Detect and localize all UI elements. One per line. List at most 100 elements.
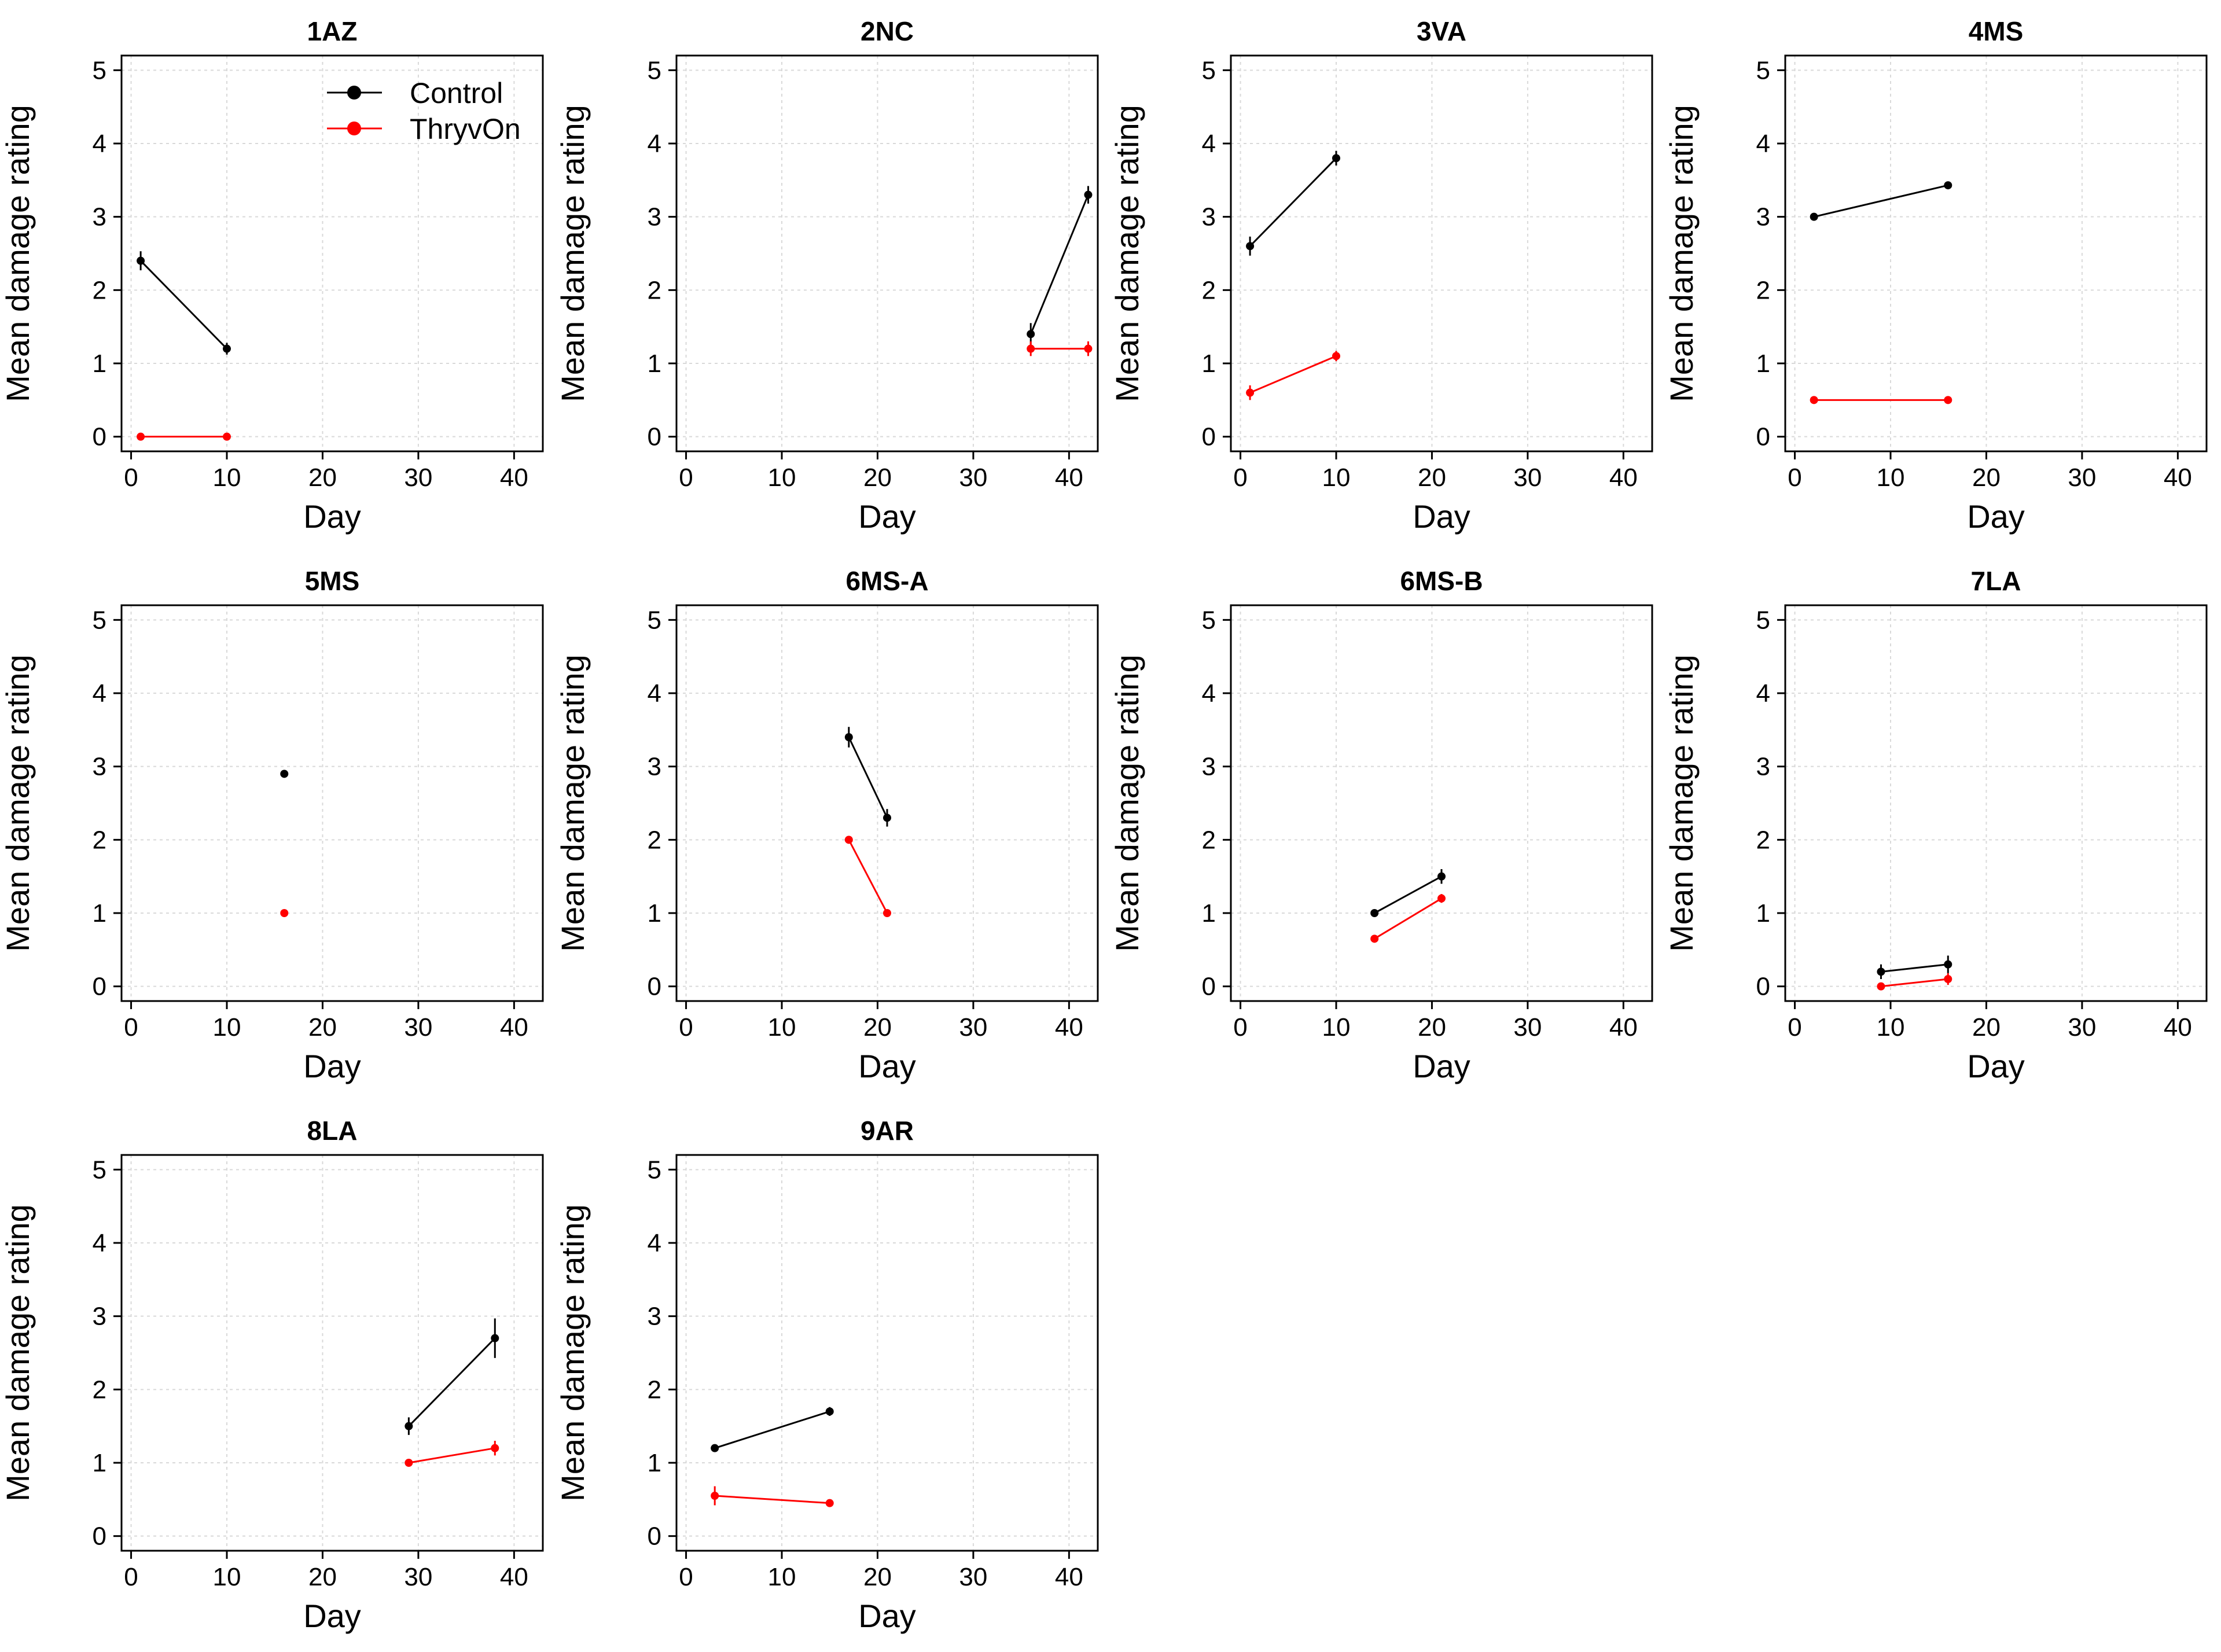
x-axis-label: Day xyxy=(1413,498,1470,535)
data-point-control xyxy=(1810,212,1818,221)
series-thryvon xyxy=(1246,351,1340,400)
data-point-thryvon xyxy=(1810,396,1818,404)
x-tick-label: 20 xyxy=(863,1563,892,1591)
panel-frame xyxy=(675,604,1099,1002)
y-tick-label: 0 xyxy=(648,423,661,451)
x-tick-label: 0 xyxy=(124,1563,138,1591)
y-tick-label: 5 xyxy=(1756,606,1770,634)
series-line-thryvon xyxy=(848,839,888,914)
series-line-thryvon xyxy=(1249,355,1337,394)
y-tick-label: 0 xyxy=(1756,973,1770,1001)
panel-title: 2NC xyxy=(861,16,914,46)
data-point-control xyxy=(405,1422,413,1430)
panel-8la: 8LA 0 10 20 30 40 0 1 2 3 4 5 Day Mean damage rating xyxy=(0,1116,544,1634)
data-point-thryvon xyxy=(1246,388,1255,397)
x-tick-label: 30 xyxy=(959,1013,987,1042)
x-tick-label: 10 xyxy=(768,1013,796,1042)
panel-title: 6MS-A xyxy=(845,566,928,596)
y-tick-label: 2 xyxy=(648,826,661,854)
panel-frame xyxy=(1784,54,2208,452)
data-point-control xyxy=(280,770,289,778)
series-control xyxy=(844,727,891,827)
y-tick-label: 5 xyxy=(93,56,106,84)
y-tick-label: 4 xyxy=(1202,130,1216,158)
y-tick-label: 4 xyxy=(648,130,661,158)
y-tick-label: 1 xyxy=(1202,349,1216,378)
data-point-thryvon xyxy=(491,1444,499,1452)
data-point-control xyxy=(1944,960,1952,969)
data-point-thryvon xyxy=(405,1459,413,1467)
y-tick-label: 2 xyxy=(648,276,661,304)
series-line-control xyxy=(408,1337,496,1427)
data-point-control xyxy=(1332,154,1340,163)
series-line-control xyxy=(1029,194,1089,334)
y-tick-label: 2 xyxy=(1756,276,1770,304)
panel-5ms: 5MS 0 10 20 30 40 0 1 2 3 4 5 Day Mean damage rating xyxy=(0,566,544,1084)
y-tick-label: 2 xyxy=(93,1375,106,1404)
panel-title: 8LA xyxy=(307,1116,358,1146)
x-tick-label: 30 xyxy=(404,1013,432,1042)
x-axis-label: Day xyxy=(858,498,916,535)
y-tick-label: 5 xyxy=(648,56,661,84)
series-thryvon xyxy=(405,1441,499,1467)
panel-6ms-a: 6MS-A 0 10 20 30 40 0 1 2 3 4 5 Day Mean damage ratin… xyxy=(554,566,1099,1084)
y-tick-label: 0 xyxy=(1202,423,1216,451)
series-thryvon xyxy=(280,909,289,917)
y-tick-label: 5 xyxy=(93,606,106,634)
x-tick-label: 30 xyxy=(404,463,432,492)
x-tick-label: 40 xyxy=(500,1013,528,1042)
x-tick-label: 40 xyxy=(1055,463,1083,492)
panel-6ms-b: 6MS-B 0 10 20 30 40 0 1 2 3 4 5 Day Mean damage ratin… xyxy=(1109,566,1653,1084)
x-tick-label: 0 xyxy=(1233,1013,1247,1042)
x-axis-label: Day xyxy=(303,1048,361,1084)
y-axis-label: Mean damage rating xyxy=(1663,654,1700,952)
data-point-thryvon xyxy=(280,909,289,917)
x-tick-label: 0 xyxy=(124,1013,138,1042)
y-tick-label: 1 xyxy=(648,1449,661,1477)
y-tick-label: 0 xyxy=(1756,423,1770,451)
y-tick-label: 0 xyxy=(93,423,106,451)
y-tick-label: 4 xyxy=(1202,679,1216,708)
y-tick-label: 3 xyxy=(648,1303,661,1331)
y-tick-label: 5 xyxy=(1202,606,1216,634)
x-tick-label: 40 xyxy=(2164,1013,2192,1042)
data-point-control xyxy=(1084,190,1093,199)
panel-frame xyxy=(120,1154,544,1552)
x-tick-label: 0 xyxy=(1233,463,1247,492)
series-line-control xyxy=(1249,157,1337,247)
x-tick-label: 0 xyxy=(1788,463,1801,492)
data-point-control xyxy=(137,256,145,265)
series-line-control xyxy=(714,1410,830,1449)
y-tick-label: 1 xyxy=(1202,899,1216,928)
panel-title: 1AZ xyxy=(307,16,358,46)
x-tick-label: 30 xyxy=(404,1563,432,1591)
x-tick-label: 30 xyxy=(959,1563,987,1591)
y-tick-label: 2 xyxy=(1202,826,1216,854)
panel-title: 9AR xyxy=(861,1116,914,1146)
y-tick-label: 4 xyxy=(648,1229,661,1257)
series-line-thryvon xyxy=(715,1495,830,1504)
y-tick-label: 1 xyxy=(1756,899,1770,928)
series-line-thryvon xyxy=(1374,897,1442,940)
data-point-control xyxy=(1246,242,1255,251)
series-thryvon xyxy=(1370,894,1446,943)
panel-3va: 3VA 0 10 20 30 40 0 1 2 3 4 5 Day Mean damage rating xyxy=(1109,16,1653,535)
x-tick-label: 30 xyxy=(1513,1013,1542,1042)
data-point-thryvon xyxy=(883,909,891,917)
series-thryvon xyxy=(844,836,891,917)
panel-4ms: 4MS 0 10 20 30 40 0 1 2 3 4 5 Day Mean damage rating xyxy=(1663,16,2208,535)
legend-item-control: Control xyxy=(327,77,503,109)
series-thryvon xyxy=(1810,396,1952,404)
panel-7la: 7LA 0 10 20 30 40 0 1 2 3 4 5 Day Mean damage rating xyxy=(1663,566,2208,1084)
panel-title: 3VA xyxy=(1417,16,1466,46)
panel-frame xyxy=(1230,604,1653,1002)
series-control xyxy=(1246,150,1340,256)
y-tick-label: 1 xyxy=(93,349,106,378)
x-tick-label: 20 xyxy=(1418,463,1446,492)
y-tick-label: 4 xyxy=(1756,130,1770,158)
x-tick-label: 10 xyxy=(213,1013,241,1042)
x-tick-label: 10 xyxy=(213,463,241,492)
y-tick-label: 4 xyxy=(648,679,661,708)
data-point-control xyxy=(1877,967,1885,976)
